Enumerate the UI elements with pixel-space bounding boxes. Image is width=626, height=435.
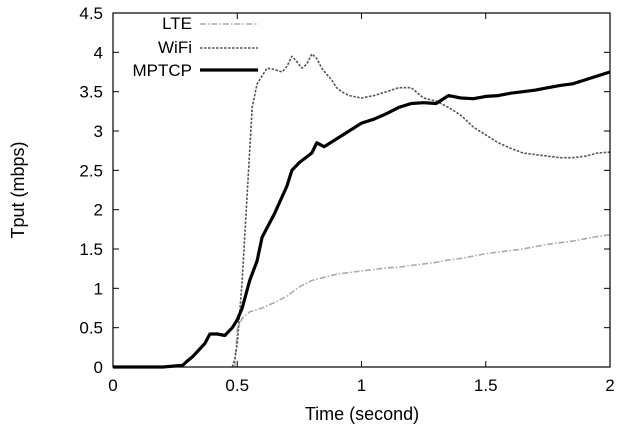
y-tick-label: 3: [94, 122, 103, 141]
y-tick-label: 0: [94, 358, 103, 377]
y-tick-label: 1: [94, 279, 103, 298]
y-tick-label: 2.5: [79, 161, 103, 180]
y-axis-title: Tput (mbps): [8, 141, 28, 238]
y-tick-label: 3.5: [79, 83, 103, 102]
x-tick-label: 0: [108, 376, 117, 395]
y-tick-label: 4.5: [79, 4, 103, 23]
legend-label-lte: LTE: [162, 14, 192, 33]
series-line-wifi: [231, 53, 611, 368]
y-tick-label: 1.5: [79, 240, 103, 259]
x-tick-label: 1: [357, 376, 366, 395]
y-tick-label: 0.5: [79, 319, 103, 338]
x-axis-title: Time (second): [305, 404, 419, 424]
y-tick-label: 2: [94, 201, 103, 220]
x-tick-label: 1.5: [474, 376, 498, 395]
axis-ticks: [112, 12, 611, 368]
axis-tick-labels: 0 0.5 1 1.5 2 0 0.5 1 1.5 2 2.5 3 3.5 4 4.5: [79, 4, 614, 395]
series-lines: [113, 53, 611, 369]
series-line-mptcp: [113, 70, 611, 369]
y-tick-label: 4: [94, 43, 103, 62]
legend-label-mptcp: MPTCP: [133, 61, 193, 80]
x-tick-label: 0.5: [225, 376, 249, 395]
legend-label-wifi: WiFi: [158, 38, 192, 57]
x-tick-label: 2: [605, 376, 614, 395]
legend: LTE WiFi MPTCP: [133, 14, 258, 80]
series-line-lte: [234, 234, 611, 368]
